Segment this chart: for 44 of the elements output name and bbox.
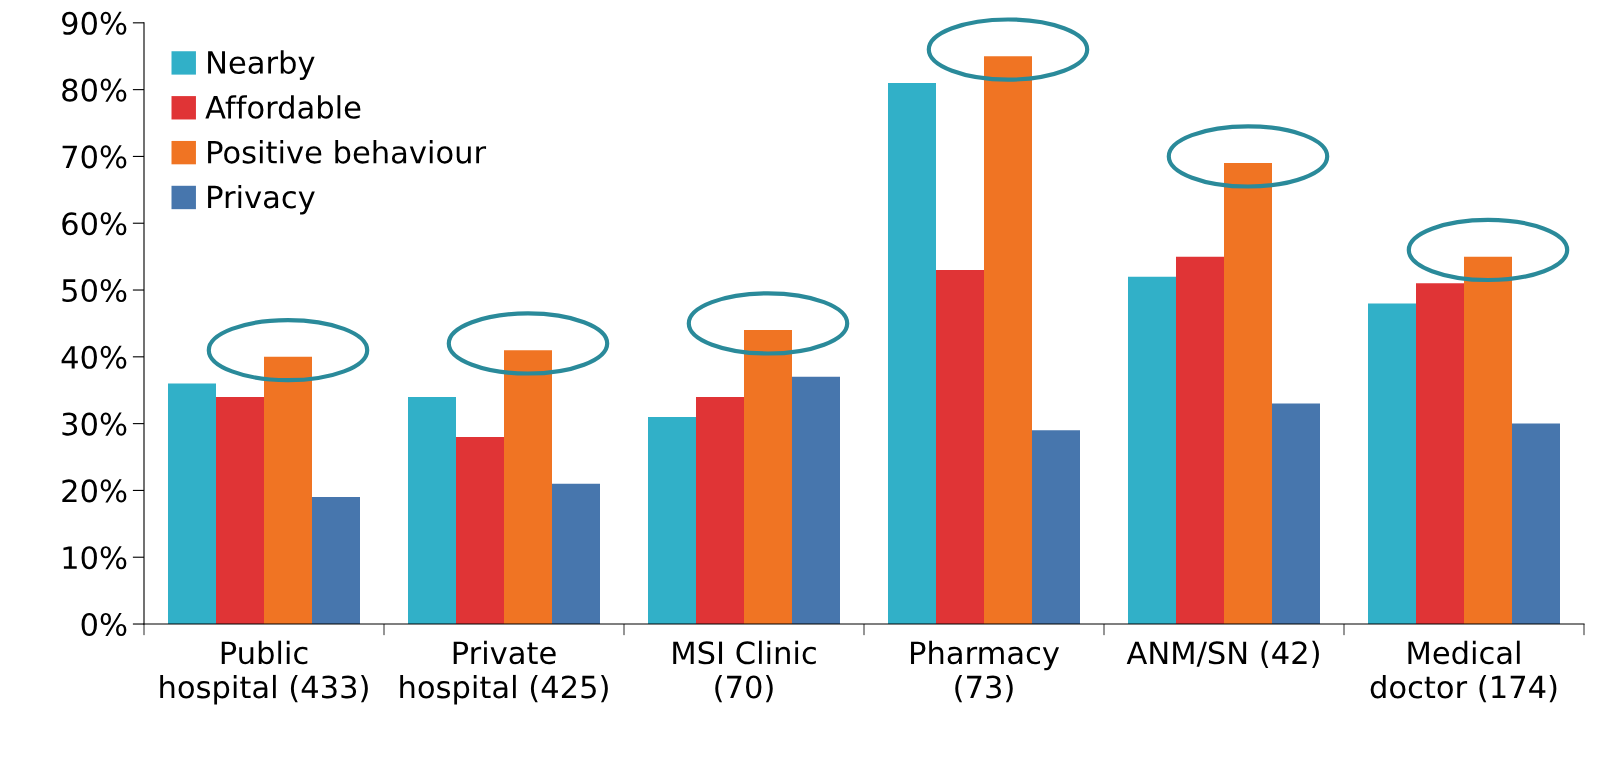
y-tick-label: 60% xyxy=(62,212,127,236)
bar xyxy=(792,376,840,625)
bar xyxy=(216,396,264,625)
y-tick-label: 50% xyxy=(62,278,127,303)
legend-label: Privacy xyxy=(208,184,315,215)
bar xyxy=(1272,403,1320,625)
y-tick-label: 70% xyxy=(62,145,127,169)
bar xyxy=(1128,276,1176,625)
bar xyxy=(1032,430,1080,625)
bar xyxy=(648,416,696,625)
bar xyxy=(504,350,552,625)
y-tick-label: 40% xyxy=(61,345,127,369)
bar xyxy=(408,396,456,625)
bar xyxy=(744,330,792,625)
bar xyxy=(936,269,984,625)
x-tick-label: MSI Clinic (70) xyxy=(673,640,816,703)
x-tick-label: Private hospital (425) xyxy=(400,640,608,705)
bar xyxy=(888,82,936,625)
x-tick-label: Pharmacy (73) xyxy=(911,640,1060,703)
bar xyxy=(552,483,600,625)
legend-label: Nearby xyxy=(208,50,315,80)
bar xyxy=(984,56,1032,625)
bar xyxy=(312,497,360,625)
x-tick-label: Medical doctor (174) xyxy=(1370,640,1557,703)
y-tick-label: 0% xyxy=(81,612,127,637)
legend-label: Positive behaviour xyxy=(208,140,487,164)
x-tick-label: ANM/SN (42) xyxy=(1126,640,1319,668)
bar xyxy=(696,396,744,625)
x-tick-label: Public hospital (433) xyxy=(160,640,368,705)
bar xyxy=(1368,303,1416,625)
bar xyxy=(1176,256,1224,625)
bar xyxy=(1416,283,1464,625)
legend-label: Affordable xyxy=(205,95,361,119)
bar xyxy=(168,383,216,625)
bar xyxy=(1224,163,1272,625)
bar xyxy=(1512,423,1560,625)
bar xyxy=(264,356,312,625)
y-tick-label: 10% xyxy=(63,546,127,570)
y-tick-label: 80% xyxy=(62,78,127,102)
y-tick-label: 20% xyxy=(62,479,127,503)
bar xyxy=(1464,256,1512,625)
y-tick-label: 90% xyxy=(62,11,127,35)
bar xyxy=(456,436,504,625)
y-tick-label: 30% xyxy=(62,412,127,436)
